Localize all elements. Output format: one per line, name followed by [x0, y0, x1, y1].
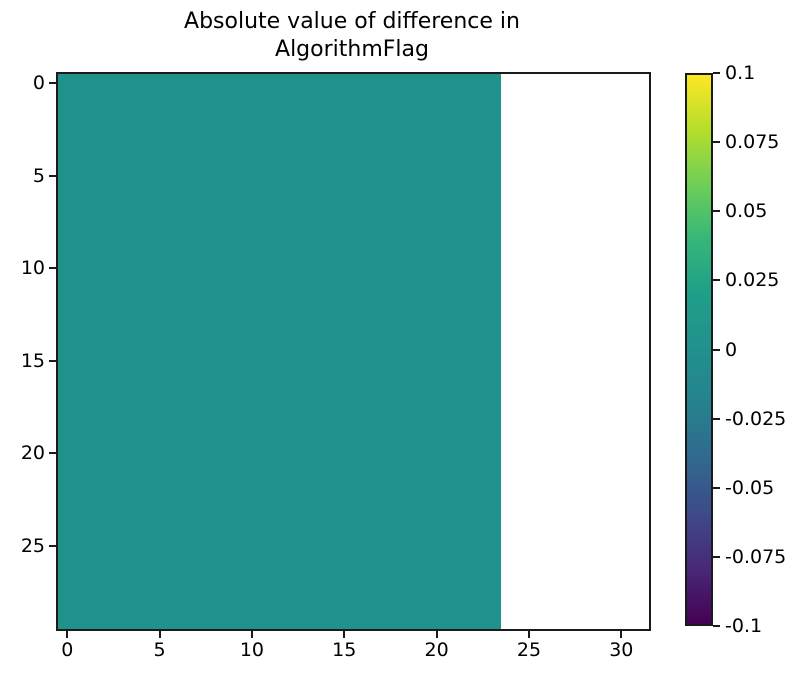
y-axis-tick — [49, 174, 56, 177]
colorbar-tick — [713, 141, 720, 144]
colorbar-tick — [713, 72, 720, 74]
x-axis-tick — [620, 631, 623, 638]
x-axis-tick — [158, 631, 161, 638]
y-axis-tick — [49, 359, 56, 362]
heatmap-region — [501, 74, 649, 629]
colorbar-tick — [713, 279, 720, 282]
y-axis-tick-label: 10 — [20, 257, 45, 280]
chart-title-line2: AlgorithmFlag — [275, 37, 429, 62]
chart-title-line1: Absolute value of difference in — [184, 9, 520, 34]
x-axis-tick — [250, 631, 253, 638]
colorbar-tick-label: 0.025 — [725, 269, 780, 292]
y-axis-tick-label: 0 — [32, 72, 45, 95]
x-axis-tick — [343, 631, 346, 638]
y-axis-tick-label: 5 — [32, 164, 45, 187]
y-axis-tick — [49, 544, 56, 547]
colorbar-tick-label: -0.025 — [725, 407, 787, 430]
colorbar-tick-label: -0.05 — [725, 476, 775, 499]
colorbar — [685, 73, 713, 626]
colorbar-tick-label: -0.1 — [725, 615, 763, 637]
x-axis-tick-label: 5 — [153, 639, 166, 661]
y-axis-tick-label: 25 — [20, 534, 45, 557]
colorbar-tick-label: 0.1 — [725, 62, 756, 84]
x-axis-tick-label: 25 — [516, 639, 542, 661]
x-axis-tick — [527, 631, 530, 638]
x-axis-tick-label: 20 — [424, 639, 449, 661]
colorbar-tick-label: 0.05 — [725, 200, 768, 223]
colorbar-tick-label: 0 — [725, 338, 738, 361]
heatmap-plot-area — [56, 72, 651, 631]
colorbar-tick — [713, 417, 720, 420]
colorbar-tick-label: -0.075 — [725, 545, 787, 568]
heatmap-region — [58, 74, 502, 629]
chart-title: Absolute value of difference in Algorith… — [56, 8, 648, 64]
colorbar-tick — [713, 625, 720, 627]
colorbar-tick — [713, 348, 720, 351]
colorbar-tick-label: 0.075 — [725, 131, 780, 154]
colorbar-tick — [713, 210, 720, 213]
x-axis-tick-label: 10 — [239, 639, 265, 661]
colorbar-tick — [713, 555, 720, 558]
x-axis-tick-label: 15 — [332, 639, 357, 661]
y-axis-tick — [49, 82, 56, 85]
y-axis-tick — [49, 452, 56, 455]
x-axis-tick-label: 30 — [609, 639, 634, 661]
colorbar-tick — [713, 486, 720, 489]
y-axis-tick — [49, 267, 56, 270]
y-axis-tick-label: 20 — [20, 442, 45, 465]
x-axis-tick — [435, 631, 438, 638]
x-axis-tick — [66, 631, 69, 638]
y-axis-tick-label: 15 — [20, 349, 45, 372]
x-axis-tick-label: 0 — [61, 639, 74, 661]
